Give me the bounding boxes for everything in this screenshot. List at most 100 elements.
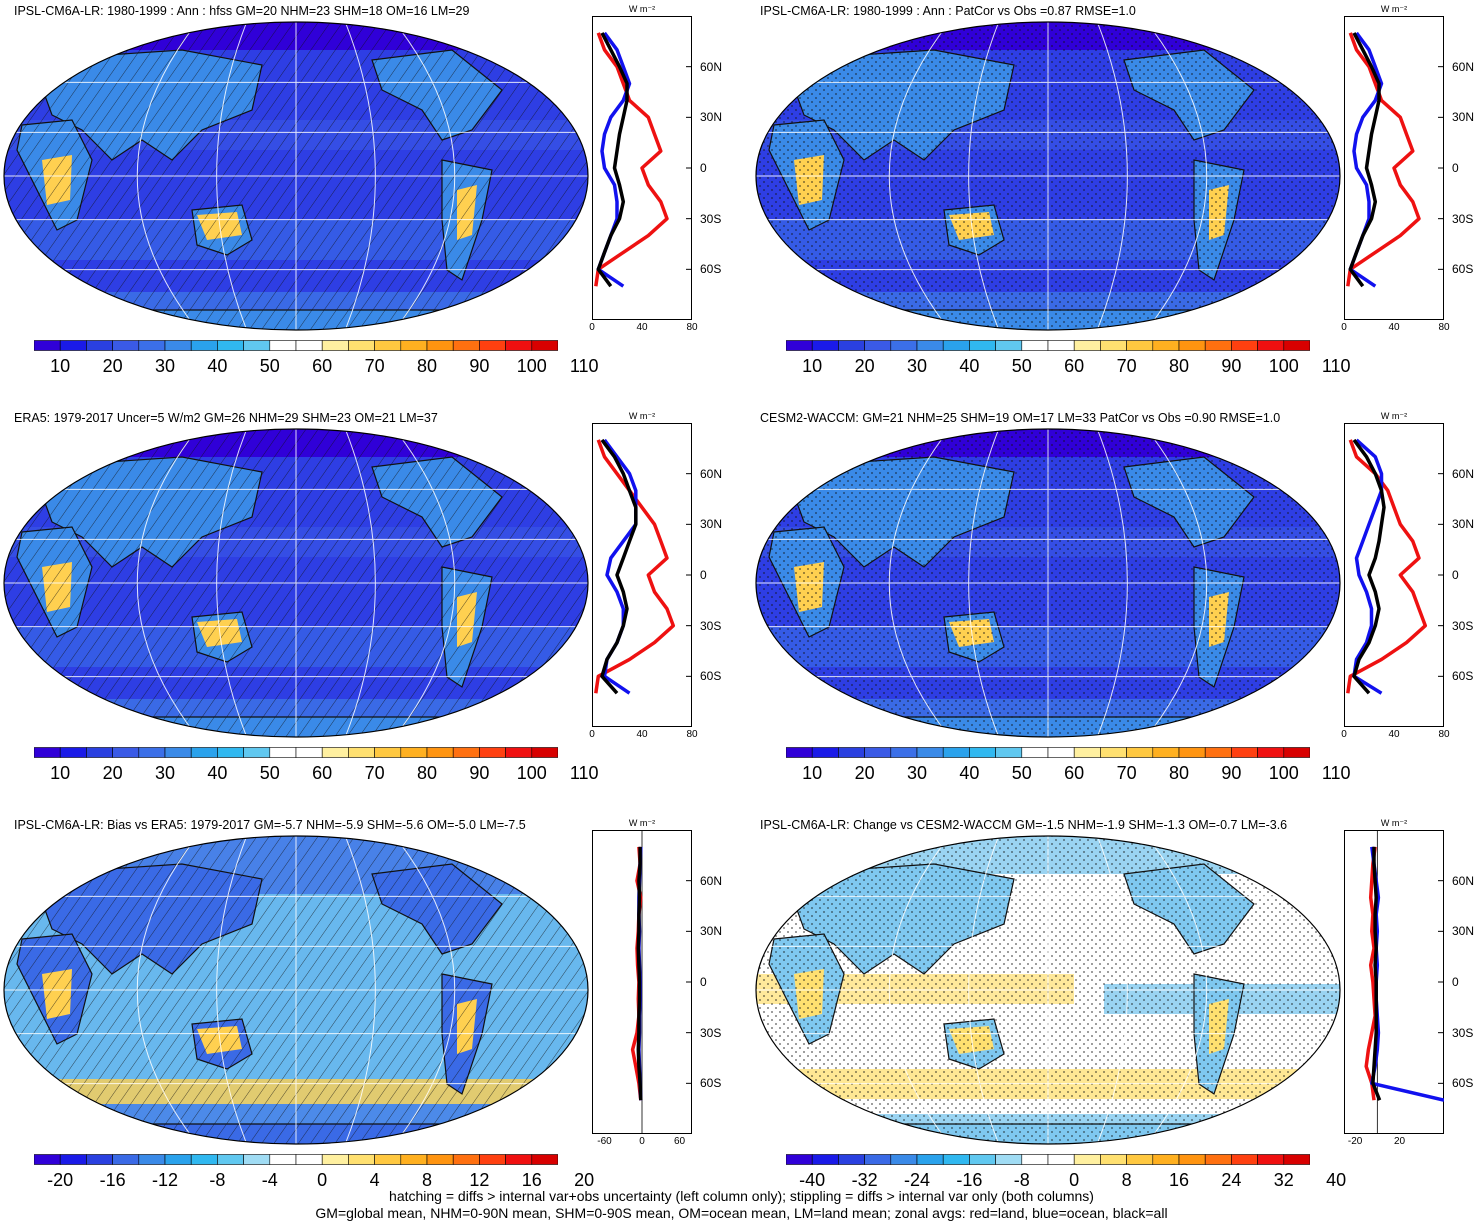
- colorbar-swatch: [969, 1154, 996, 1165]
- colorbar-label: 110: [569, 356, 599, 376]
- colorbar-label: 30: [154, 356, 176, 376]
- zonal-x-tick: -60: [597, 1136, 612, 1147]
- world-map: [2, 427, 590, 739]
- colorbar-swatch: [838, 747, 865, 758]
- colorbar-swatch: [479, 1154, 506, 1165]
- lat-label: 30S: [700, 618, 722, 633]
- colorbar-label: -24: [903, 1170, 931, 1190]
- panel-1: IPSL-CM6A-LR: 1980-1999 : Ann : hfss GM=…: [0, 0, 731, 400]
- zonal-line-all: [636, 846, 643, 1101]
- colorbar-label: 80: [416, 763, 438, 783]
- lat-label: 60S: [1452, 1076, 1474, 1091]
- colorbar-swatch: [1047, 747, 1075, 758]
- zonal-line-land: [1364, 846, 1377, 1101]
- colorbar-swatch: [86, 1154, 113, 1165]
- colorbar: -40 -32 -24 -16 -8 0 8 16 24 32 40: [786, 1154, 1346, 1194]
- colorbar-swatch: [295, 340, 323, 351]
- colorbar-swatch: [864, 747, 892, 758]
- colorbar-swatch: [942, 340, 970, 351]
- colorbar-label: 40: [207, 356, 228, 376]
- colorbar-label: 30: [906, 763, 928, 783]
- colorbar-label: 16: [1168, 1170, 1190, 1190]
- colorbar-swatch: [164, 340, 192, 351]
- zonal-line-ocean: [1370, 846, 1444, 1102]
- lat-label: 60S: [700, 669, 722, 684]
- colorbar-swatch: [190, 1154, 218, 1165]
- zonal-x-tick: 80: [1438, 322, 1450, 333]
- zonal-line-all: [596, 32, 629, 288]
- colorbar-label: 10: [50, 356, 71, 376]
- zonal-x-tick: 20: [1393, 1136, 1406, 1147]
- colorbar-label: 30: [906, 356, 928, 376]
- lat-label: 30N: [700, 924, 723, 939]
- colorbar-swatch: [942, 1154, 970, 1165]
- colorbar-label: 20: [854, 356, 875, 376]
- zonal-x-tick: 0: [589, 729, 595, 740]
- colorbar-swatch: [1283, 747, 1310, 758]
- colorbar-label: 90: [1221, 763, 1242, 783]
- colorbar-swatch: [505, 747, 533, 758]
- footer-line-2: GM=global mean, NHM=0-90N mean, SHM=0-90…: [315, 1205, 1168, 1221]
- zonal-line-ocean: [1348, 31, 1384, 288]
- colorbar-swatch: [86, 340, 113, 351]
- colorbar-swatch: [1126, 1154, 1154, 1165]
- colorbar: 10 20 30 40 50 60 70 80 90 100 110: [34, 747, 599, 787]
- lat-label: 30S: [1452, 618, 1474, 633]
- colorbar-swatch: [1231, 747, 1258, 758]
- colorbar-swatch: [348, 747, 375, 758]
- colorbar-swatch: [243, 1154, 271, 1165]
- colorbar-swatch: [1204, 1154, 1232, 1165]
- colorbar-swatch: [86, 747, 113, 758]
- colorbar-swatch: [786, 340, 813, 351]
- panel-5: IPSL-CM6A-LR: Bias vs ERA5: 1979-2017 GM…: [0, 814, 731, 1214]
- colorbar-label: 10: [50, 763, 71, 783]
- lat-label: 60S: [1452, 262, 1474, 277]
- colorbar-label: 4: [369, 1170, 380, 1190]
- unit-label: W m⁻²: [1380, 4, 1408, 14]
- colorbar-label: 100: [516, 356, 547, 376]
- world-map: [754, 834, 1342, 1146]
- colorbar-swatch: [890, 747, 918, 758]
- colorbar-swatch: [1178, 340, 1206, 351]
- colorbar-label: -12: [151, 1170, 179, 1190]
- colorbar-swatch: [138, 1154, 166, 1165]
- colorbar-swatch: [811, 340, 839, 351]
- colorbar: 10 20 30 40 50 60 70 80 90 100 110: [786, 747, 1351, 787]
- colorbar-swatch: [1178, 1154, 1206, 1165]
- panel-title: CESM2-WACCM: GM=21 NHM=25 SHM=19 OM=17 L…: [760, 411, 1281, 425]
- world-map: [2, 20, 590, 332]
- zonal-x-tick: 0: [639, 1136, 645, 1147]
- zonal-line-all: [1371, 846, 1382, 1101]
- colorbar-label: 100: [1268, 356, 1299, 376]
- colorbar-label: 12: [469, 1170, 490, 1190]
- colorbar-label: 60: [312, 763, 333, 783]
- colorbar-label: -4: [261, 1170, 278, 1190]
- colorbar-label: 50: [1011, 763, 1032, 783]
- colorbar-swatch: [59, 747, 87, 758]
- panel-title: IPSL-CM6A-LR: 1980-1999 : Ann : hfss GM=…: [14, 4, 470, 18]
- colorbar-label: 8: [421, 1170, 433, 1190]
- colorbar-swatch: [786, 747, 813, 758]
- colorbar-swatch: [811, 747, 839, 758]
- colorbar-label: 20: [574, 1170, 595, 1190]
- colorbar-label: 0: [1069, 1170, 1080, 1190]
- colorbar-swatch: [786, 1154, 813, 1165]
- colorbar-label: 40: [959, 356, 980, 376]
- colorbar-label: 30: [154, 763, 176, 783]
- colorbar-swatch: [1021, 747, 1049, 758]
- zonal-x-tick: 40: [636, 322, 648, 333]
- colorbar-swatch: [838, 340, 865, 351]
- colorbar-swatch: [34, 747, 61, 758]
- colorbar-label: 0: [317, 1170, 328, 1190]
- colorbar-swatch: [1257, 340, 1285, 351]
- lat-label: 30S: [1452, 1025, 1474, 1040]
- colorbar-swatch: [1152, 1154, 1180, 1165]
- colorbar-swatch: [811, 1154, 839, 1165]
- colorbar-swatch: [112, 747, 140, 758]
- colorbar-label: 20: [102, 356, 123, 376]
- lat-label: 0: [700, 975, 707, 989]
- colorbar-swatch: [505, 340, 533, 351]
- colorbar-label: 110: [569, 763, 599, 783]
- zonal-line-land: [594, 439, 676, 694]
- colorbar-label: 80: [1168, 356, 1190, 376]
